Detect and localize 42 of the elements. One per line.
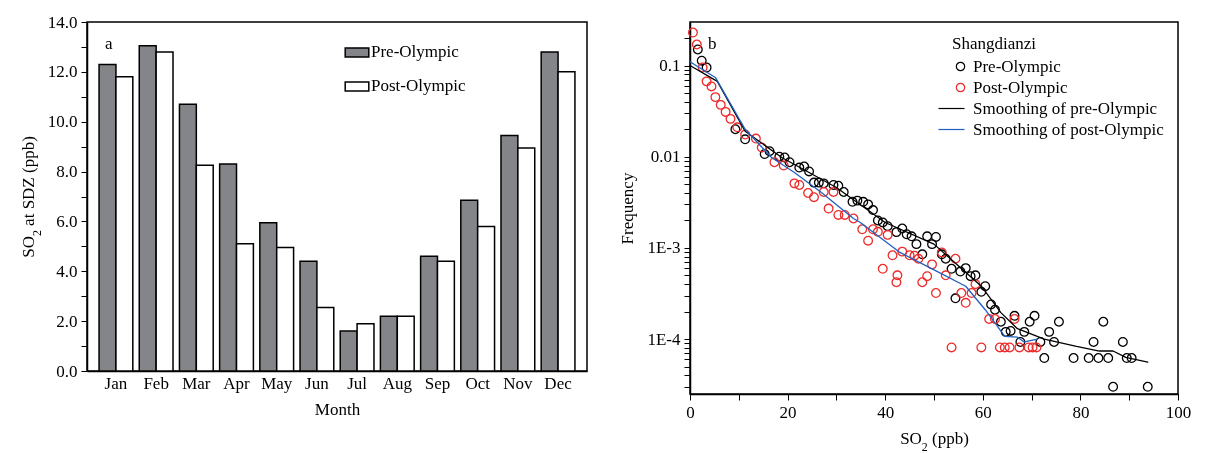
y-tick-label: 1E-3 — [647, 238, 681, 258]
legend-title: Shangdianzi — [952, 34, 1037, 53]
y-tick-label: 6.0 — [56, 211, 78, 231]
x-tick-label: 0 — [686, 402, 695, 422]
y-tick-label: 14.0 — [47, 12, 78, 32]
legend-label: Smoothing of pre-Olympic — [973, 98, 1158, 118]
x-tick-label: Jan — [104, 373, 128, 393]
x-tick-label: Jun — [305, 373, 330, 393]
y-axis-title: Frequency — [618, 172, 638, 245]
x-tick-label: 100 — [1165, 402, 1192, 422]
annotation: b — [708, 34, 717, 53]
x-tick-label: 20 — [779, 402, 797, 422]
legend-label: Pre-Olympic — [973, 56, 1062, 76]
x-tick-label: Mar — [182, 373, 211, 393]
x-tick-label: 80 — [1072, 402, 1090, 422]
x-tick-label: Dec — [544, 373, 573, 393]
x-tick-label: 40 — [877, 402, 895, 422]
x-tick-label: 60 — [974, 402, 992, 422]
legend-label: Post-Olympic — [371, 76, 466, 96]
legend-label: Smoothing of post-Olympic — [973, 119, 1165, 139]
x-tick-label: Nov — [503, 373, 533, 393]
y-tick-label: 0.01 — [650, 147, 681, 167]
x-axis-title: Month — [314, 399, 361, 419]
x-tick-label: May — [261, 373, 293, 393]
x-tick-label: Oct — [465, 373, 491, 393]
y-tick-label: 2.0 — [56, 311, 78, 331]
x-tick-label: Feb — [143, 373, 169, 393]
y-tick-label: 1E-4 — [647, 329, 681, 349]
x-tick-label: Aug — [382, 373, 413, 393]
annotation: a — [105, 34, 113, 53]
y-tick-label: 12.0 — [47, 62, 78, 82]
legend-label: Post-Olympic — [973, 77, 1068, 97]
x-tick-label: Apr — [223, 373, 251, 393]
x-axis-title: SO$_{2}$ (ppb) — [900, 428, 969, 453]
y-tick-label: 0.1 — [659, 56, 681, 76]
y-tick-label: 8.0 — [56, 162, 78, 182]
x-tick-label: Jul — [347, 373, 368, 393]
y-tick-label: 10.0 — [47, 112, 78, 132]
legend-label: Pre-Olympic — [371, 42, 460, 62]
y-tick-label: 0.0 — [56, 361, 78, 381]
y-tick-label: 4.0 — [56, 261, 78, 281]
x-tick-label: Sep — [424, 373, 451, 393]
